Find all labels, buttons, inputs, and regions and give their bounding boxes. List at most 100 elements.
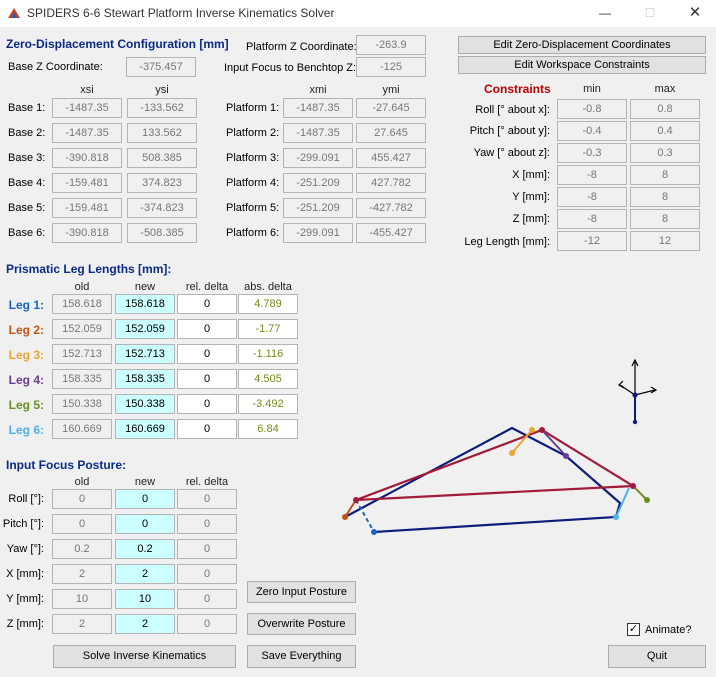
base-x-field[interactable]: -390.818 xyxy=(52,148,122,168)
posture-rel-field[interactable]: 0 xyxy=(177,489,237,509)
constraint-min-field[interactable]: -0.4 xyxy=(557,121,627,141)
base-x-field[interactable]: -159.481 xyxy=(52,173,122,193)
leg-abs-field[interactable]: -3.492 xyxy=(238,394,298,414)
constraint-max-field[interactable]: 8 xyxy=(630,209,700,229)
col-xmi: xmi xyxy=(309,84,327,96)
leg-rel-field[interactable]: 0 xyxy=(177,369,237,389)
constraint-min-field[interactable]: -0.3 xyxy=(557,143,627,163)
constraint-min-field[interactable]: -12 xyxy=(557,231,627,251)
posture-new-field[interactable]: 0 xyxy=(115,489,175,509)
posture-new-field[interactable]: 2 xyxy=(115,614,175,634)
platform-x-field[interactable]: -251.209 xyxy=(283,173,353,193)
base-y-field[interactable]: -374.823 xyxy=(127,198,197,218)
posture-new-field[interactable]: 2 xyxy=(115,564,175,584)
leg-abs-field[interactable]: 6.84 xyxy=(238,419,298,439)
col-old: old xyxy=(74,281,90,293)
posture-old-field[interactable]: 2 xyxy=(52,614,112,634)
constraint-max-field[interactable]: 12 xyxy=(630,231,700,251)
base-y-field[interactable]: -133.562 xyxy=(127,98,197,118)
constraint-max-field[interactable]: 0.4 xyxy=(630,121,700,141)
leg-new-field[interactable]: 158.618 xyxy=(115,294,175,314)
leg-new-field[interactable]: 158.335 xyxy=(115,369,175,389)
posture-rel-field[interactable]: 0 xyxy=(177,589,237,609)
platform-y-field[interactable]: -427.782 xyxy=(356,198,426,218)
leg-old-field[interactable]: 152.713 xyxy=(52,344,112,364)
leg-new-field[interactable]: 152.713 xyxy=(115,344,175,364)
platform-y-field[interactable]: 27.645 xyxy=(356,123,426,143)
leg-abs-field[interactable]: -1.116 xyxy=(238,344,298,364)
platform-x-field[interactable]: -299.091 xyxy=(283,223,353,243)
base-x-field[interactable]: -1487.35 xyxy=(52,98,122,118)
zero-posture-button[interactable]: Zero Input Posture xyxy=(247,581,356,603)
animate-checkbox[interactable]: ✓ xyxy=(627,623,640,636)
leg-rel-field[interactable]: 0 xyxy=(177,319,237,339)
base-label: Base 1: xyxy=(8,102,46,114)
quit-button[interactable]: Quit xyxy=(608,645,706,668)
platform-x-field[interactable]: -299.091 xyxy=(283,148,353,168)
posture-rel-field[interactable]: 0 xyxy=(177,614,237,634)
leg-new-field[interactable]: 160.669 xyxy=(115,419,175,439)
leg-old-field[interactable]: 158.335 xyxy=(52,369,112,389)
posture-old-field[interactable]: 10 xyxy=(52,589,112,609)
platform-y-field[interactable]: -455.427 xyxy=(356,223,426,243)
leg-rel-field[interactable]: 0 xyxy=(177,394,237,414)
constraint-min-field[interactable]: -8 xyxy=(557,187,627,207)
minimize-icon[interactable]: — xyxy=(599,6,611,20)
maximize-icon[interactable]: ☐ xyxy=(644,6,656,20)
base-z-field[interactable]: -375.457 xyxy=(126,57,196,77)
col-old: old xyxy=(74,476,90,488)
posture-old-field[interactable]: 0.2 xyxy=(52,539,112,559)
posture-old-field[interactable]: 0 xyxy=(52,514,112,534)
leg-rel-field[interactable]: 0 xyxy=(177,419,237,439)
constraint-max-field[interactable]: 8 xyxy=(630,165,700,185)
leg-abs-field[interactable]: -1.77 xyxy=(238,319,298,339)
base-y-field[interactable]: -508.385 xyxy=(127,223,197,243)
base-y-field[interactable]: 374.823 xyxy=(127,173,197,193)
leg-rel-field[interactable]: 0 xyxy=(177,344,237,364)
base-y-field[interactable]: 508.385 xyxy=(127,148,197,168)
leg-label: Leg 1: xyxy=(8,298,44,312)
posture-old-field[interactable]: 0 xyxy=(52,489,112,509)
platform-x-field[interactable]: -1487.35 xyxy=(283,98,353,118)
platform-z-field[interactable]: -263.9 xyxy=(356,35,426,55)
col-abs-delta: abs. delta xyxy=(244,281,292,293)
leg-old-field[interactable]: 150.338 xyxy=(52,394,112,414)
posture-new-field[interactable]: 10 xyxy=(115,589,175,609)
platform-x-field[interactable]: -251.209 xyxy=(283,198,353,218)
posture-rel-field[interactable]: 0 xyxy=(177,564,237,584)
save-button[interactable]: Save Everything xyxy=(247,645,356,668)
leg-abs-field[interactable]: 4.505 xyxy=(238,369,298,389)
platform-y-field[interactable]: -27.645 xyxy=(356,98,426,118)
posture-new-field[interactable]: 0.2 xyxy=(115,539,175,559)
posture-old-field[interactable]: 2 xyxy=(52,564,112,584)
overwrite-posture-button[interactable]: Overwrite Posture xyxy=(247,613,356,635)
platform-y-field[interactable]: 427.782 xyxy=(356,173,426,193)
constraint-max-field[interactable]: 0.8 xyxy=(630,99,700,119)
base-x-field[interactable]: -1487.35 xyxy=(52,123,122,143)
leg-old-field[interactable]: 152.059 xyxy=(52,319,112,339)
leg-abs-field[interactable]: 4.789 xyxy=(238,294,298,314)
base-y-field[interactable]: 133.562 xyxy=(127,123,197,143)
constraint-max-field[interactable]: 8 xyxy=(630,187,700,207)
posture-new-field[interactable]: 0 xyxy=(115,514,175,534)
platform-x-field[interactable]: -1487.35 xyxy=(283,123,353,143)
posture-rel-field[interactable]: 0 xyxy=(177,514,237,534)
posture-rel-field[interactable]: 0 xyxy=(177,539,237,559)
edit-workspace-button[interactable]: Edit Workspace Constraints xyxy=(458,56,706,74)
constraint-min-field[interactable]: -0.8 xyxy=(557,99,627,119)
leg-old-field[interactable]: 158.618 xyxy=(52,294,112,314)
platform-y-field[interactable]: 455.427 xyxy=(356,148,426,168)
leg-rel-field[interactable]: 0 xyxy=(177,294,237,314)
constraint-min-field[interactable]: -8 xyxy=(557,165,627,185)
leg-new-field[interactable]: 150.338 xyxy=(115,394,175,414)
leg-old-field[interactable]: 160.669 xyxy=(52,419,112,439)
base-x-field[interactable]: -159.481 xyxy=(52,198,122,218)
constraint-min-field[interactable]: -8 xyxy=(557,209,627,229)
leg-new-field[interactable]: 152.059 xyxy=(115,319,175,339)
base-x-field[interactable]: -390.818 xyxy=(52,223,122,243)
close-icon[interactable]: ✕ xyxy=(688,4,702,21)
edit-zero-button[interactable]: Edit Zero-Displacement Coordinates xyxy=(458,36,706,54)
constraint-max-field[interactable]: 0.3 xyxy=(630,143,700,163)
solve-button[interactable]: Solve Inverse Kinematics xyxy=(53,645,236,668)
input-focus-field[interactable]: -125 xyxy=(356,57,426,77)
